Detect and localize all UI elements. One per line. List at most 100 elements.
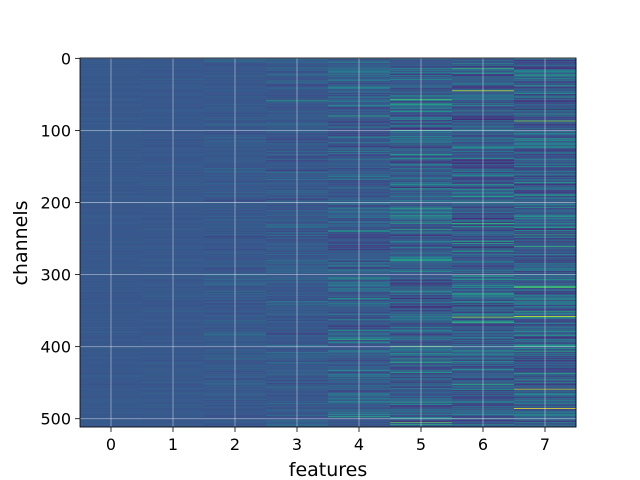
- heatmap-cell: [266, 227, 329, 229]
- heatmap-cell: [452, 87, 515, 89]
- heatmap-cell: [452, 194, 515, 197]
- heatmap-cell: [266, 88, 329, 90]
- heatmap-cell: [452, 274, 515, 276]
- heatmap-cell: [328, 271, 391, 273]
- heatmap-cell: [142, 385, 205, 387]
- heatmap-cell: [390, 242, 453, 244]
- heatmap-cell: [142, 311, 205, 313]
- heatmap-cell: [142, 266, 205, 268]
- heatmap-cell: [266, 201, 329, 203]
- heatmap-cell: [328, 372, 391, 375]
- heatmap-cell: [80, 310, 143, 312]
- heatmap-cell: [204, 60, 267, 62]
- heatmap-cell: [514, 160, 577, 162]
- heatmap-cell: [142, 391, 205, 393]
- heatmap-cell: [328, 168, 391, 171]
- heatmap-cell: [142, 130, 205, 132]
- heatmap-cell: [328, 373, 391, 375]
- heatmap-cell: [514, 336, 577, 338]
- heatmap-cell: [142, 73, 205, 75]
- heatmap-cell: [390, 424, 453, 426]
- heatmap-cell: [142, 83, 205, 86]
- heatmap-cell: [142, 77, 205, 79]
- heatmap-cell: [80, 76, 143, 78]
- heatmap-cell: [390, 323, 453, 326]
- heatmap-cell: [204, 267, 267, 269]
- heatmap-cell: [80, 339, 143, 341]
- heatmap-cell: [204, 266, 267, 268]
- heatmap-cell: [514, 288, 577, 290]
- heatmap-cell: [80, 388, 143, 390]
- heatmap-cell: [266, 63, 329, 65]
- heatmap-cell: [204, 334, 267, 336]
- heatmap-cell: [452, 233, 515, 235]
- heatmap-cell: [204, 209, 267, 211]
- heatmap-cell: [266, 228, 329, 230]
- heatmap-cell: [390, 132, 453, 134]
- heatmap-cell: [204, 177, 267, 179]
- heatmap-cell: [204, 339, 267, 341]
- heatmap-cell: [328, 256, 391, 258]
- heatmap-cell: [80, 99, 143, 101]
- heatmap-cell: [452, 164, 515, 166]
- heatmap-cell: [80, 285, 143, 287]
- heatmap-cell: [266, 344, 329, 346]
- heatmap-cell: [80, 413, 143, 415]
- heatmap-cell: [328, 393, 391, 395]
- heatmap-cell: [204, 238, 267, 240]
- heatmap-cell: [328, 308, 391, 310]
- heatmap-cell: [452, 424, 515, 426]
- heatmap-cell: [80, 119, 143, 121]
- heatmap-cell: [452, 410, 515, 412]
- heatmap-cell: [266, 152, 329, 154]
- heatmap-cell: [80, 188, 143, 190]
- heatmap-cell: [514, 292, 577, 294]
- heatmap-cell: [328, 95, 391, 97]
- heatmap-cell: [514, 88, 577, 91]
- heatmap-cell: [80, 123, 143, 125]
- heatmap-cell: [80, 130, 143, 132]
- heatmap-cell: [328, 116, 391, 118]
- heatmap-cell: [142, 268, 205, 270]
- heatmap-cell: [142, 130, 205, 132]
- heatmap-cell: [452, 97, 515, 99]
- heatmap-cell: [514, 344, 577, 346]
- heatmap-cell: [204, 173, 267, 175]
- heatmap-cell: [390, 265, 453, 267]
- heatmap-cell: [266, 132, 329, 134]
- heatmap-cell: [142, 254, 205, 256]
- heatmap-cell: [266, 78, 329, 80]
- heatmap-cell: [204, 132, 267, 135]
- heatmap-cell: [142, 167, 205, 169]
- heatmap-cell: [142, 234, 205, 236]
- heatmap-cell: [514, 246, 577, 248]
- heatmap-cell: [80, 68, 143, 70]
- heatmap-cell: [266, 145, 329, 147]
- heatmap-cell: [390, 205, 453, 207]
- heatmap-cell: [390, 336, 453, 338]
- heatmap-cell: [80, 304, 143, 306]
- heatmap-cell: [452, 176, 515, 178]
- heatmap-cell: [142, 183, 205, 185]
- heatmap-cell: [514, 122, 577, 124]
- heatmap-cell: [390, 78, 453, 80]
- heatmap-cell: [266, 166, 329, 168]
- heatmap-cell: [514, 223, 577, 225]
- heatmap-cell: [390, 182, 453, 184]
- heatmap-cell: [204, 422, 267, 424]
- heatmap-cell: [452, 308, 515, 310]
- heatmap-cell: [266, 119, 329, 122]
- heatmap-cell: [204, 416, 267, 418]
- heatmap-cell: [266, 167, 329, 169]
- heatmap-cell: [514, 365, 577, 367]
- heatmap-cell: [514, 345, 577, 347]
- heatmap-cell: [452, 276, 515, 278]
- heatmap-cell: [204, 242, 267, 244]
- heatmap-cell: [452, 86, 515, 88]
- heatmap-cell: [452, 402, 515, 404]
- heatmap-cell: [390, 73, 453, 75]
- heatmap-cell: [142, 380, 205, 382]
- heatmap-cell: [514, 302, 577, 304]
- heatmap-cell: [142, 63, 205, 65]
- heatmap-cell: [390, 365, 453, 367]
